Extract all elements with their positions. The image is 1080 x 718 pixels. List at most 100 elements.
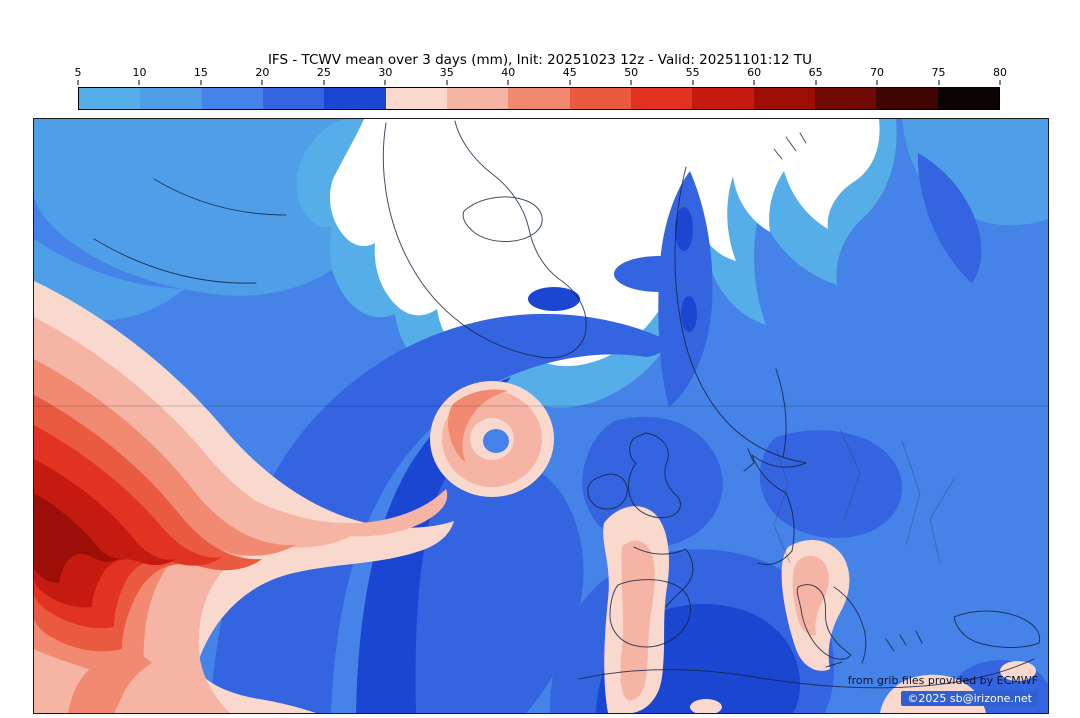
colorbar-segment bbox=[876, 88, 938, 109]
coast-france bbox=[633, 546, 694, 608]
colorbar-tick-mark bbox=[384, 80, 386, 85]
colorbar-tick-label: 10 bbox=[132, 66, 147, 79]
colorbar-legend: 5 10 15 20 25 30 35 40 45 50 55 60 65 70 75 80 bbox=[75, 66, 1007, 110]
colorbar-tick-label: 80 bbox=[993, 66, 1007, 79]
colorbar-segment bbox=[140, 88, 202, 109]
map-region-pink-spot-2 bbox=[690, 699, 722, 713]
colorbar-tick-mark bbox=[261, 80, 263, 85]
credit-copyright: ©2025 sb@irizone.net bbox=[901, 691, 1038, 706]
colorbar-tick-mark bbox=[753, 80, 755, 85]
coast-baltic bbox=[751, 454, 807, 565]
colorbar-tick-label: 15 bbox=[193, 66, 208, 79]
map-region-cyclone-eye bbox=[483, 429, 509, 453]
colorbar-tick-label: 40 bbox=[501, 66, 516, 79]
coast-norway bbox=[674, 166, 807, 464]
map-region-norway-core-1 bbox=[675, 207, 693, 251]
country-borders bbox=[773, 428, 955, 564]
colorbar-segment bbox=[814, 88, 877, 109]
colorbar-tick-mark bbox=[938, 80, 940, 85]
map-region-light-ne bbox=[902, 119, 1048, 226]
map-region-light-west bbox=[34, 239, 184, 321]
map-region-norway-band bbox=[658, 171, 713, 407]
colorbar-tick-label: 55 bbox=[685, 66, 700, 79]
colorbar-segments bbox=[78, 87, 1000, 110]
map-region-pink-spot-1 bbox=[1000, 661, 1036, 681]
colorbar-segment bbox=[446, 88, 509, 109]
colorbar-tick-label: 75 bbox=[931, 66, 946, 79]
coast-bothnia bbox=[775, 368, 787, 458]
map-canvas: from grib files provided by ECMWF ©2025 … bbox=[33, 118, 1049, 714]
colorbar-segment bbox=[753, 88, 815, 109]
colorbar-segment bbox=[262, 88, 325, 109]
map-region-dark-crescent bbox=[210, 313, 665, 713]
colorbar-segment bbox=[79, 88, 141, 109]
map-region-orange-finger bbox=[68, 652, 152, 713]
map-region-plume-core bbox=[34, 493, 120, 583]
coast-denmark bbox=[743, 448, 755, 472]
colorbar-tick-mark bbox=[999, 80, 1001, 85]
colorbar-tick-label: 65 bbox=[808, 66, 823, 79]
colorbar-segment bbox=[630, 88, 693, 109]
credit-source: from grib files provided by ECMWF bbox=[847, 674, 1038, 687]
map-region-norway-core-2 bbox=[681, 296, 697, 332]
colorbar-tick-mark bbox=[876, 80, 878, 85]
coast-balkans bbox=[833, 586, 867, 664]
coast-canada bbox=[93, 178, 287, 284]
colorbar-tick-label: 45 bbox=[562, 66, 577, 79]
colorbar-tick-label: 70 bbox=[870, 66, 885, 79]
colorbar-segment bbox=[692, 88, 754, 109]
chart-title: IFS - TCWV mean over 3 days (mm), Init: … bbox=[267, 52, 813, 68]
map-region-light-nw bbox=[34, 119, 374, 296]
coast-sicily bbox=[825, 661, 843, 668]
map-region-iceland-south bbox=[528, 287, 580, 311]
colorbar-tick-mark bbox=[815, 80, 817, 85]
colorbar-segment bbox=[569, 88, 631, 109]
colorbar-tick-mark bbox=[200, 80, 202, 85]
coast-black-sea bbox=[953, 610, 1041, 648]
colorbar-ticks: 5 10 15 20 25 30 35 40 45 50 55 60 65 70 75 80 bbox=[75, 66, 1007, 85]
coastlines bbox=[93, 120, 1041, 689]
colorbar-tick-label: 50 bbox=[624, 66, 639, 79]
border-lines-1 bbox=[773, 448, 791, 564]
colorbar-tick-label: 20 bbox=[255, 66, 270, 79]
colorbar-segment bbox=[937, 88, 999, 109]
coast-north-africa bbox=[578, 658, 1035, 689]
colorbar-tick-mark bbox=[692, 80, 694, 85]
map-region-iberia-salmon bbox=[620, 540, 655, 701]
border-lines-4 bbox=[929, 478, 955, 564]
coast-greece bbox=[885, 630, 923, 652]
colorbar-segment bbox=[201, 88, 263, 109]
tcwv-map-svg bbox=[34, 119, 1048, 713]
colorbar-segment bbox=[508, 88, 570, 109]
colorbar-tick-label: 35 bbox=[439, 66, 454, 79]
colorbar-tick-mark bbox=[507, 80, 509, 85]
tcwv-filled-contours bbox=[34, 119, 1048, 713]
colorbar-tick-mark bbox=[323, 80, 325, 85]
map-region-ne-streak bbox=[917, 153, 982, 283]
border-lines-3 bbox=[901, 440, 921, 546]
coast-iberia bbox=[609, 579, 691, 648]
map-region-norwegian-sea bbox=[614, 256, 704, 292]
coast-greenland bbox=[382, 120, 587, 359]
map-region-cyclone-tail bbox=[220, 479, 448, 537]
colorbar-tick-mark bbox=[446, 80, 448, 85]
colorbar-tick-label: 25 bbox=[316, 66, 331, 79]
map-region-plume-darkred bbox=[34, 459, 176, 608]
map-region-arctic-dry bbox=[329, 119, 880, 367]
colorbar-tick-mark bbox=[138, 80, 140, 85]
colorbar-tick-label: 30 bbox=[378, 66, 393, 79]
coast-ireland bbox=[587, 473, 628, 510]
map-region-cyclone-orange-arc bbox=[448, 389, 508, 463]
map-region-central-europe bbox=[759, 430, 903, 539]
coast-iceland bbox=[462, 196, 543, 242]
map-region-dark-below-cyclone bbox=[415, 457, 584, 713]
colorbar-tick-label: 60 bbox=[747, 66, 762, 79]
colorbar-tick-mark bbox=[569, 80, 571, 85]
coast-svalbard bbox=[773, 132, 807, 160]
coast-uk bbox=[628, 432, 681, 519]
colorbar-tick-mark bbox=[77, 80, 79, 85]
colorbar-segment bbox=[324, 88, 386, 109]
colorbar-segment bbox=[385, 88, 447, 109]
coast-italy bbox=[796, 584, 852, 660]
